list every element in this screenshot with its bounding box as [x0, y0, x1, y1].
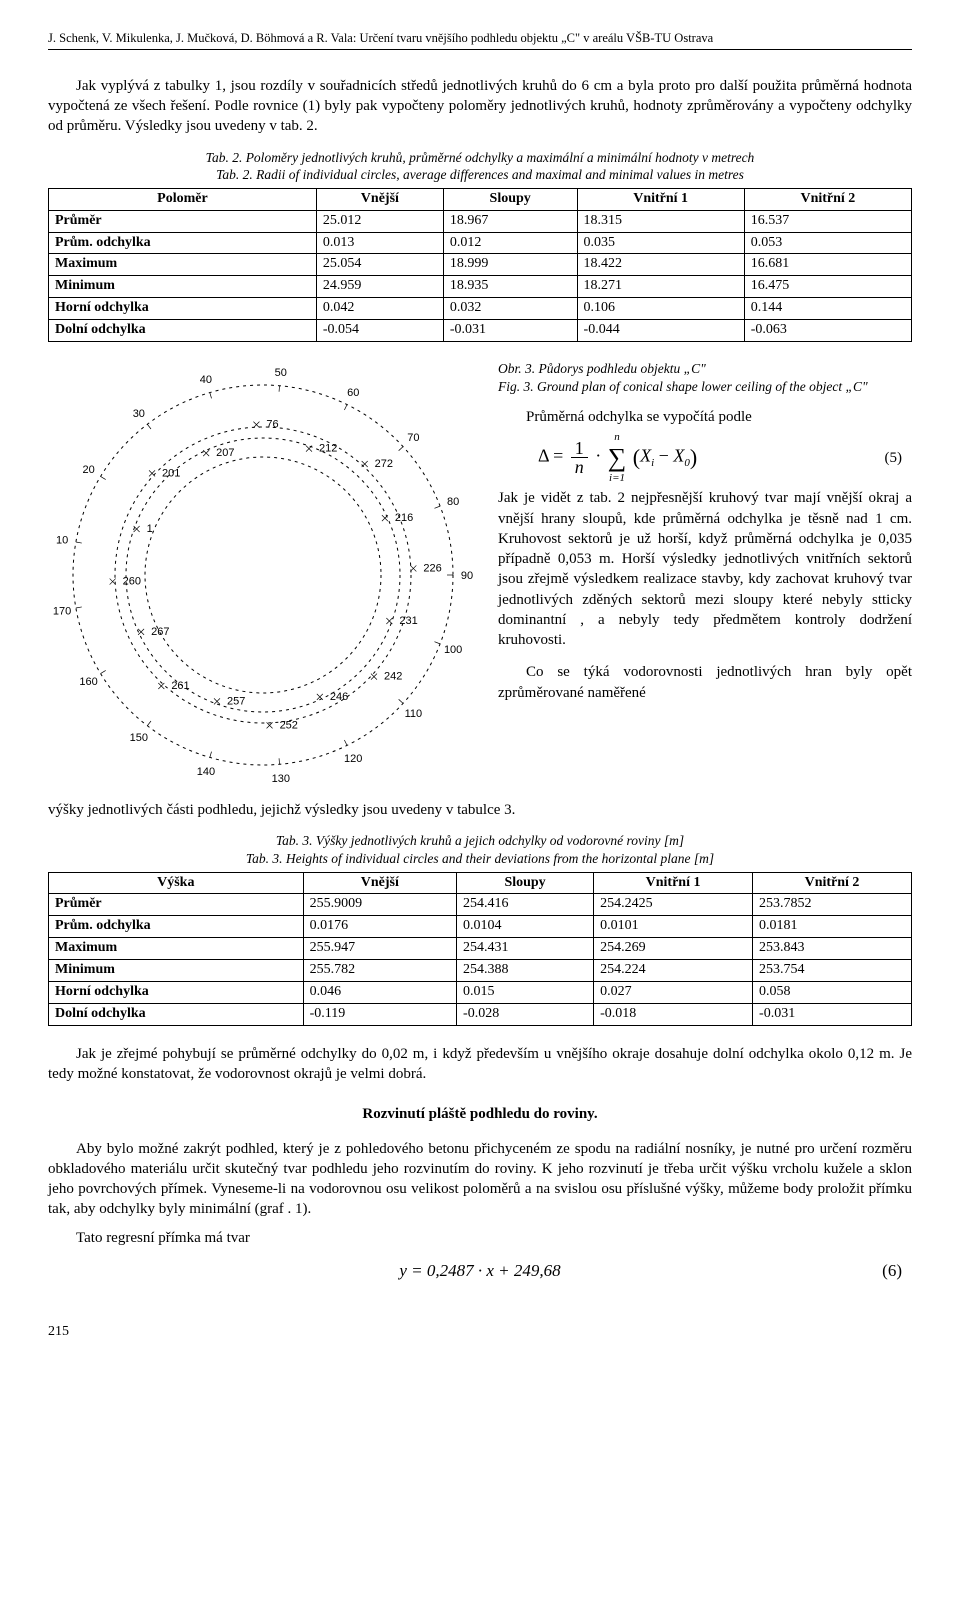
- svg-text:40: 40: [200, 374, 212, 386]
- svg-text:160: 160: [79, 676, 97, 688]
- svg-text:20: 20: [82, 464, 94, 476]
- svg-text:246: 246: [330, 691, 348, 703]
- svg-text:267: 267: [151, 626, 169, 638]
- svg-text:70: 70: [407, 432, 419, 444]
- svg-text:207: 207: [216, 447, 234, 459]
- table-row: Horní odchylka0.0420.0320.1060.144: [49, 298, 912, 320]
- para-after-tab3: Jak je zřejmé pohybují se průměrné odchy…: [48, 1044, 912, 1085]
- right-paragraph-1: Jak je vidět z tab. 2 nejpřesnější kruho…: [498, 488, 912, 650]
- col-header: Vnitřní 1: [594, 872, 753, 894]
- svg-text:110: 110: [405, 708, 423, 720]
- table3-caption-en: Tab. 3. Heights of individual circles an…: [246, 851, 714, 866]
- section-title: Rozvinutí pláště podhledu do roviny.: [48, 1104, 912, 1124]
- table2-caption-en: Tab. 2. Radii of individual circles, ave…: [216, 167, 744, 182]
- equation-6: y = 0,2487 · x + 249,68 (6): [48, 1260, 912, 1283]
- table-row: Maximum25.05418.99918.42216.681: [49, 254, 912, 276]
- col-header: Vnitřní 1: [577, 188, 744, 210]
- table-row: Minimum255.782254.388254.224253.754: [49, 960, 912, 982]
- eq5-number: (5): [885, 448, 913, 468]
- svg-text:150: 150: [130, 732, 148, 744]
- table-row: Výška Vnější Sloupy Vnitřní 1 Vnitřní 2: [49, 872, 912, 894]
- table-row: Prům. odchylka0.0130.0120.0350.053: [49, 232, 912, 254]
- col-header: Sloupy: [443, 188, 577, 210]
- svg-text:252: 252: [280, 719, 298, 731]
- svg-text:120: 120: [344, 753, 362, 765]
- running-header: J. Schenk, V. Mikulenka, J. Mučková, D. …: [48, 30, 912, 50]
- svg-text:257: 257: [227, 695, 245, 707]
- figure-3: 10 20 30 40 50 60 70 80 90 100 110 120 130 140 150 160 1…: [48, 360, 478, 796]
- svg-text:226: 226: [423, 562, 441, 574]
- col-header: Sloupy: [457, 872, 594, 894]
- svg-text:60: 60: [347, 387, 359, 399]
- col-header: Vnitřní 2: [744, 188, 911, 210]
- table-row: Prům. odchylka0.01760.01040.01010.0181: [49, 916, 912, 938]
- section-para-1: Aby bylo možné zakrýt podhled, který je …: [48, 1139, 912, 1220]
- fig3-caption-cz: Obr. 3. Půdorys podhledu objektu „C": [498, 361, 706, 376]
- col-header: Výška: [49, 872, 304, 894]
- table-row: Poloměr Vnější Sloupy Vnitřní 1 Vnitřní …: [49, 188, 912, 210]
- table3-caption-cz: Tab. 3. Výšky jednotlivých kruhů a jejic…: [276, 833, 684, 848]
- table-row: Minimum24.95918.93518.27116.475: [49, 276, 912, 298]
- svg-text:212: 212: [319, 443, 337, 455]
- svg-text:231: 231: [399, 615, 417, 627]
- svg-text:242: 242: [384, 671, 402, 683]
- svg-text:1: 1: [147, 523, 153, 535]
- wrap-continuation: výšky jednotlivých části podhledu, jejic…: [48, 800, 912, 820]
- svg-text:201: 201: [162, 467, 180, 479]
- svg-text:261: 261: [171, 680, 189, 692]
- regress-intro: Tato regresní přímka má tvar: [48, 1228, 912, 1248]
- svg-text:272: 272: [375, 458, 393, 470]
- table-row: Horní odchylka0.0460.0150.0270.058: [49, 982, 912, 1004]
- svg-text:170: 170: [53, 605, 71, 617]
- table-row: Dolní odchylka-0.054-0.031-0.044-0.063: [49, 320, 912, 342]
- col-header: Vnitřní 2: [753, 872, 912, 894]
- svg-text:216: 216: [395, 512, 413, 524]
- svg-text:260: 260: [123, 576, 141, 588]
- svg-text:140: 140: [197, 766, 215, 778]
- col-header: Vnější: [303, 872, 456, 894]
- avg-dev-intro: Průměrná odchylka se vypočítá podle: [498, 407, 912, 427]
- paragraph-1: Jak vyplývá z tabulky 1, jsou rozdíly v …: [48, 76, 912, 137]
- right-paragraph-2-partial: Co se týká vodorovnosti jednotlivých hra…: [498, 662, 912, 703]
- svg-text:130: 130: [272, 773, 290, 785]
- svg-text:10: 10: [56, 535, 68, 547]
- table-2: Poloměr Vnější Sloupy Vnitřní 1 Vnitřní …: [48, 188, 912, 342]
- table-row: Dolní odchylka-0.119-0.028-0.018-0.031: [49, 1003, 912, 1025]
- eq6-number: (6): [882, 1260, 902, 1283]
- page-number: 215: [48, 1323, 912, 1342]
- svg-text:30: 30: [133, 408, 145, 420]
- svg-text:76: 76: [266, 419, 278, 431]
- equation-5: Δ = 1n · n∑i=1 (Xi − X0) (5): [498, 439, 912, 476]
- table-row: Průměr25.01218.96718.31516.537: [49, 210, 912, 232]
- col-header: Poloměr: [49, 188, 317, 210]
- col-header: Vnější: [316, 188, 443, 210]
- fig3-caption-en: Fig. 3. Ground plan of conical shape low…: [498, 379, 868, 394]
- ground-plan-svg: 10 20 30 40 50 60 70 80 90 100 110 120 130 140 150 160 1…: [48, 360, 478, 790]
- svg-text:50: 50: [275, 367, 287, 379]
- table-row: Průměr255.9009254.416254.2425253.7852: [49, 894, 912, 916]
- svg-text:100: 100: [444, 644, 462, 656]
- svg-text:90: 90: [461, 570, 473, 582]
- table2-caption: Tab. 2. Poloměry jednotlivých kruhů, prů…: [48, 149, 912, 184]
- table-row: Maximum255.947254.431254.269253.843: [49, 938, 912, 960]
- table2-caption-cz: Tab. 2. Poloměry jednotlivých kruhů, prů…: [206, 150, 755, 165]
- svg-text:80: 80: [447, 496, 459, 508]
- table3-caption: Tab. 3. Výšky jednotlivých kruhů a jejic…: [48, 832, 912, 867]
- figure3-caption: Obr. 3. Půdorys podhledu objektu „C" Fig…: [498, 360, 912, 395]
- table-3: Výška Vnější Sloupy Vnitřní 1 Vnitřní 2 …: [48, 872, 912, 1026]
